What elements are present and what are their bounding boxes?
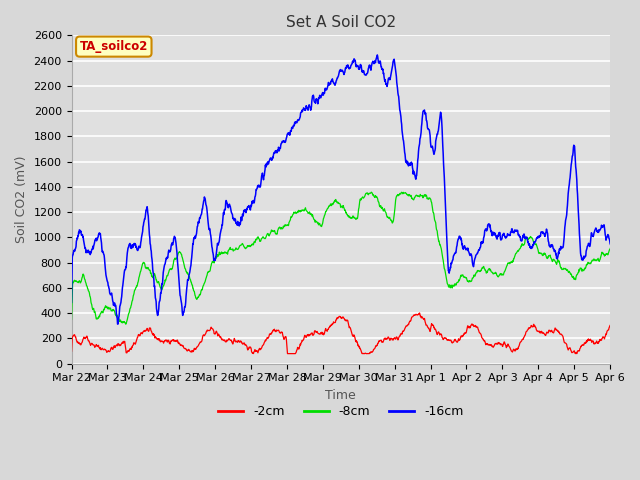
X-axis label: Time: Time: [326, 389, 356, 402]
Legend: -2cm, -8cm, -16cm: -2cm, -8cm, -16cm: [213, 400, 468, 423]
Title: Set A Soil CO2: Set A Soil CO2: [286, 15, 396, 30]
Text: TA_soilco2: TA_soilco2: [79, 40, 148, 53]
Y-axis label: Soil CO2 (mV): Soil CO2 (mV): [15, 156, 28, 243]
